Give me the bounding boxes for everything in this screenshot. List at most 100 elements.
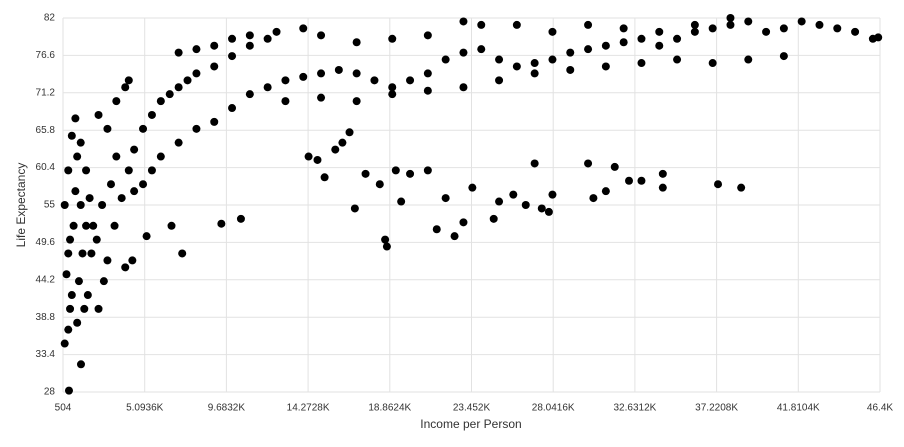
point <box>468 183 477 192</box>
point <box>83 291 92 300</box>
point <box>459 218 468 227</box>
point <box>60 339 69 348</box>
point <box>124 166 133 175</box>
point <box>156 152 165 161</box>
point <box>512 62 521 71</box>
x-tick-label: 9.6832K <box>208 403 246 414</box>
point <box>174 83 183 92</box>
point <box>117 194 126 203</box>
point <box>89 221 98 230</box>
point <box>121 263 130 272</box>
point <box>94 304 103 313</box>
point <box>130 145 139 154</box>
point <box>548 55 557 64</box>
point <box>388 34 397 43</box>
point <box>71 187 80 196</box>
point <box>509 190 518 199</box>
point <box>601 41 610 50</box>
point <box>87 249 96 258</box>
y-tick-label: 44.2 <box>36 274 56 285</box>
x-axis-label: Income per Person <box>420 417 521 431</box>
point <box>655 41 664 50</box>
point <box>272 27 281 36</box>
point <box>245 90 254 99</box>
point <box>167 221 176 230</box>
point <box>655 27 664 36</box>
point <box>548 27 557 36</box>
point <box>833 24 842 33</box>
point <box>601 187 610 196</box>
point <box>76 360 85 369</box>
point <box>658 183 667 192</box>
y-tick-label: 82 <box>44 13 56 24</box>
point <box>147 110 156 119</box>
x-tick-label: 37.2208K <box>695 403 738 414</box>
point <box>228 104 237 113</box>
point <box>112 152 121 161</box>
point <box>423 69 432 78</box>
point <box>477 45 486 54</box>
point <box>236 214 245 223</box>
point <box>495 76 504 85</box>
point <box>192 45 201 54</box>
point <box>450 232 459 241</box>
point <box>210 117 219 126</box>
point <box>726 20 735 29</box>
point <box>423 86 432 95</box>
point <box>530 159 539 168</box>
point <box>521 201 530 209</box>
point <box>637 176 646 185</box>
point <box>441 55 450 64</box>
x-tick-label: 14.2728K <box>287 403 330 414</box>
point <box>64 249 73 258</box>
point <box>74 277 83 286</box>
point <box>128 256 137 265</box>
point <box>217 219 226 228</box>
point <box>66 304 75 313</box>
point <box>281 76 290 85</box>
point <box>67 131 76 140</box>
x-tick-label: 18.8624K <box>368 403 411 414</box>
point <box>397 197 406 206</box>
point <box>103 256 112 265</box>
point <box>73 318 82 327</box>
point <box>76 138 85 147</box>
point <box>423 166 432 175</box>
point <box>73 152 82 161</box>
point <box>726 14 735 22</box>
point <box>619 38 628 47</box>
point <box>228 52 237 61</box>
point <box>388 90 397 99</box>
point <box>352 38 361 47</box>
point <box>625 176 634 185</box>
y-tick-label: 71.2 <box>36 87 56 98</box>
point <box>139 124 148 133</box>
point <box>619 24 628 33</box>
point <box>174 48 183 57</box>
point <box>245 31 254 40</box>
y-tick-label: 76.6 <box>36 50 56 61</box>
point <box>317 69 326 78</box>
point <box>69 221 78 230</box>
y-tick-label: 38.8 <box>36 312 56 323</box>
point <box>94 110 103 119</box>
y-tick-label: 65.8 <box>36 125 56 136</box>
point <box>320 173 329 182</box>
point <box>530 69 539 78</box>
point <box>317 93 326 102</box>
point <box>106 180 115 189</box>
point <box>548 190 557 199</box>
point <box>92 235 101 244</box>
y-tick-label: 28 <box>44 387 56 398</box>
point <box>566 48 575 57</box>
point <box>815 20 824 29</box>
point <box>477 20 486 29</box>
point <box>406 169 415 178</box>
point <box>381 235 390 244</box>
point <box>637 34 646 43</box>
y-tick-label: 60.4 <box>36 162 56 173</box>
point <box>744 55 753 64</box>
point <box>156 97 165 106</box>
point <box>388 83 397 92</box>
